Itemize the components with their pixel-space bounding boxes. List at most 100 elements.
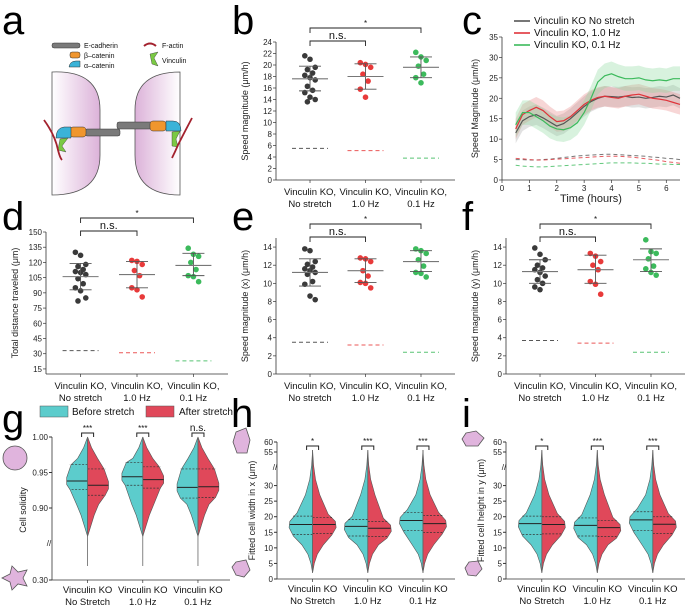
data-point [129, 257, 135, 264]
panel-label-a: a [2, 0, 25, 43]
significance-bracket [361, 445, 375, 450]
significance-bracket [590, 445, 604, 450]
data-point [653, 272, 659, 278]
data-point [412, 269, 419, 276]
legend-swatch-before [39, 405, 69, 418]
y-tick-label: 150 [29, 228, 43, 237]
data-point [418, 80, 424, 86]
data-point [312, 77, 319, 83]
data-point [650, 263, 657, 269]
x-tick-label: 2 [555, 184, 560, 193]
panel-i-category-label: 0.1 Hz [639, 596, 667, 606]
before-stretch-violin [288, 449, 313, 573]
significance-label: n.s. [100, 220, 118, 232]
y-axis-label: Speed magnitude (y) (μm/h) [470, 250, 480, 362]
significance-label: * [135, 209, 138, 218]
panel-d: d 15 30 45 60 75 90 105 120 135 150 Total distance … [2, 195, 228, 404]
significance-label: n.s. [559, 226, 577, 238]
factin-left [43, 119, 63, 161]
legend-ecadherin: E-cadherin [84, 43, 118, 50]
series-line [515, 93, 681, 130]
data-point [534, 262, 541, 269]
y-tick-label: 18 [263, 73, 272, 82]
panel-d-category-label: Vinculin KO, [55, 381, 107, 392]
legend-swatch-after [145, 405, 175, 418]
y-axis-label: Cell solidity [18, 487, 28, 533]
data-point [532, 245, 538, 251]
panel-label-d: d [2, 195, 24, 239]
data-point [653, 250, 659, 257]
significance-bracket [539, 236, 596, 242]
x-tick-label: 6 [664, 184, 669, 193]
panel-h-category-label: Vinculin KO [398, 584, 447, 595]
y-tick-label: 10 [263, 119, 272, 128]
data-point [72, 249, 79, 256]
y-tick-label: 30 [264, 482, 273, 491]
significance-label: n.s. [329, 30, 347, 42]
panel-label-c: c [462, 0, 482, 43]
significance-label: n.s. [190, 423, 206, 434]
series-line [515, 73, 680, 131]
panel-i-category-label: 1.0 Hz [584, 596, 612, 606]
panel-b-category-label: Vinculin KO, [284, 187, 336, 198]
alpha-catenin-left [55, 126, 72, 139]
data-point [537, 251, 543, 258]
panel-g-category-label: Vinculin KO [173, 585, 222, 596]
y-tick-label: 5 [498, 559, 503, 568]
y-tick-label: 12 [263, 107, 272, 116]
data-point [136, 272, 143, 279]
data-point [307, 293, 313, 299]
significance-label: *** [418, 437, 427, 446]
after-stretch-violin [541, 449, 566, 573]
panel-label-f: f [462, 195, 474, 239]
data-point [302, 72, 308, 79]
y-tick-label: 120 [29, 258, 43, 267]
y-tick-label: 4 [268, 334, 273, 343]
y-tick-label: 6 [268, 142, 273, 151]
y-tick-label: 5 [494, 156, 499, 165]
star-cell-icon [1, 565, 28, 591]
y-tick-label: 0 [268, 176, 273, 185]
data-point [80, 280, 86, 287]
significance-bracket [646, 445, 660, 450]
legend-label: Vinculin KO No stretch [534, 16, 634, 27]
y-tick-label: 0 [269, 575, 274, 584]
data-point [420, 263, 427, 269]
data-point [592, 281, 599, 288]
data-point [307, 247, 313, 254]
panel-d-category-label: Vinculin KO, [111, 381, 163, 392]
data-point [420, 71, 427, 77]
data-point [188, 259, 194, 266]
alpha-catenin-legend-icon [68, 60, 81, 68]
panel-d-category-label: 1.0 Hz [123, 393, 151, 404]
y-tick-label: 2 [268, 165, 273, 174]
legend-label-before: Before stretch [72, 407, 134, 418]
panel-f-category-label: 0.1 Hz [637, 393, 665, 404]
legend-label: Vinculin KO, 1.0 Hz [534, 28, 621, 39]
y-tick-label: 8 [498, 297, 503, 306]
data-point [532, 284, 538, 290]
compact-cell-icon [464, 560, 483, 577]
legend-label: Vinculin KO, 0.1 Hz [534, 40, 621, 51]
data-point [304, 99, 311, 105]
after-stretch-violin [367, 449, 392, 573]
y-tick-label: 25 [489, 74, 498, 83]
data-point [185, 245, 192, 252]
panel-label-g: g [2, 397, 24, 441]
y-tick-label: 0.95 [32, 469, 48, 478]
control-dashed-line [515, 153, 681, 161]
significance-bracket [309, 27, 422, 33]
panel-d-category-label: No stretch [59, 393, 102, 404]
after-stretch-violin [596, 449, 622, 573]
data-point [537, 286, 543, 293]
y-tick-label: 20 [264, 513, 273, 522]
y-tick-label: 0 [268, 370, 273, 379]
data-point [302, 246, 308, 252]
legend-alpha-catenin: α–catenin [84, 63, 115, 70]
confidence-band [515, 83, 680, 140]
data-point [415, 63, 422, 69]
data-point [539, 265, 546, 271]
y-tick-label: 8 [268, 297, 273, 306]
y-tick-label: 25 [493, 497, 502, 506]
